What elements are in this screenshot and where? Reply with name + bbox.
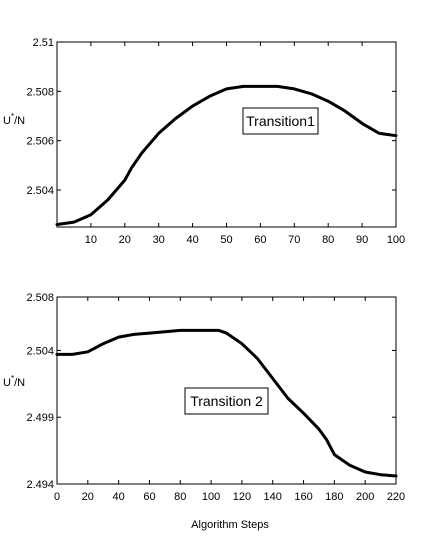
y-tick-label: 2.494 xyxy=(26,479,54,491)
x-tick-label: 200 xyxy=(356,491,374,503)
x-tick-label: 100 xyxy=(202,491,220,503)
y-tick-label: 2.506 xyxy=(26,136,54,148)
x-tick-label: 20 xyxy=(82,491,94,503)
annotation-box-bottom xyxy=(184,387,269,415)
y-tick-label: 2.508 xyxy=(26,292,54,304)
x-tick-label: 220 xyxy=(387,491,405,503)
y-tick-label: 2.504 xyxy=(26,345,54,357)
x-tick-label: 140 xyxy=(264,491,282,503)
x-tick-label: 40 xyxy=(186,234,198,246)
y-ticks-top: 2.504 2.506 2.508 2.51 xyxy=(26,37,396,197)
y-axis-label-top: U*/N xyxy=(3,112,25,127)
series-line-bottom xyxy=(55,328,398,478)
x-tick-label: 90 xyxy=(356,234,368,246)
x-ticks-top: 10 20 30 40 50 60 70 80 90 100 xyxy=(85,42,405,246)
chart-panel-transition2: 0 20 40 60 80 100 120 140 160 180 200 220 2.4942.49… xyxy=(3,292,405,531)
y-tick-label: 2.508 xyxy=(26,86,54,98)
x-tick-label: 160 xyxy=(294,491,312,503)
x-tick-label: 0 xyxy=(54,491,60,503)
x-tick-label: 20 xyxy=(119,234,131,246)
chart-panel-transition1: 10 20 30 40 50 60 70 80 90 100 2.5042.5062.5082.5… xyxy=(3,37,405,246)
x-tick-label: 60 xyxy=(143,491,155,503)
annotation-transition1: Transition1 xyxy=(246,113,315,129)
y-ticks-bottom: 2.494 2.499 2.504 2.508 xyxy=(26,292,396,491)
x-ticks-bottom: 0 20 40 60 80 100 120 140 160 180 200 220 xyxy=(54,297,405,503)
x-tick-label: 120 xyxy=(233,491,251,503)
y-axis-label-bottom: U*/N xyxy=(3,374,25,389)
x-tick-label: 60 xyxy=(254,234,266,246)
x-tick-label: 50 xyxy=(220,234,232,246)
x-tick-label: 40 xyxy=(113,491,125,503)
x-tick-label: 100 xyxy=(387,234,405,246)
x-tick-label: 70 xyxy=(288,234,300,246)
y-tick-label: 2.51 xyxy=(33,37,54,49)
x-tick-label: 80 xyxy=(174,491,186,503)
x-tick-label: 30 xyxy=(153,234,165,246)
annotation-box-top xyxy=(242,107,319,135)
y-tick-label: 2.504 xyxy=(26,185,54,197)
series-line-top xyxy=(55,84,398,226)
x-tick-label: 80 xyxy=(322,234,334,246)
annotation-transition2: Transition 2 xyxy=(190,393,263,409)
x-axis-label-bottom: Algorithm Steps xyxy=(191,519,269,531)
x-tick-label: 10 xyxy=(85,234,97,246)
plot-frame-bottom xyxy=(56,296,397,485)
y-tick-label: 2.499 xyxy=(26,412,54,424)
x-tick-label: 180 xyxy=(325,491,343,503)
